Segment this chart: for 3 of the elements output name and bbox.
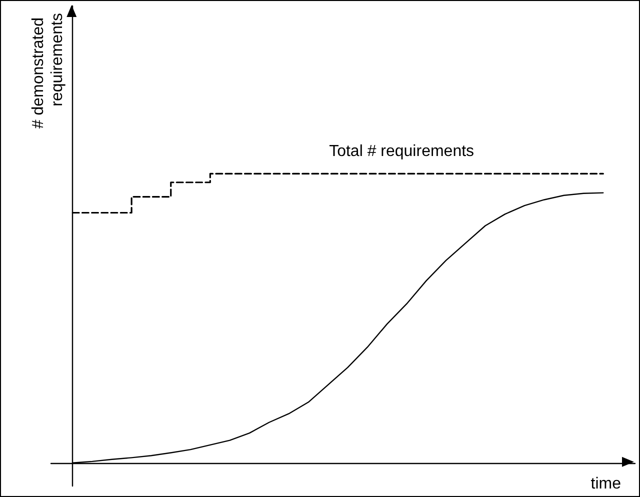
text: Total # requirements — [329, 143, 474, 160]
y-axis-title: # demonstrated requirements — [30, 13, 66, 129]
x-axis-title: time — [590, 476, 622, 492]
